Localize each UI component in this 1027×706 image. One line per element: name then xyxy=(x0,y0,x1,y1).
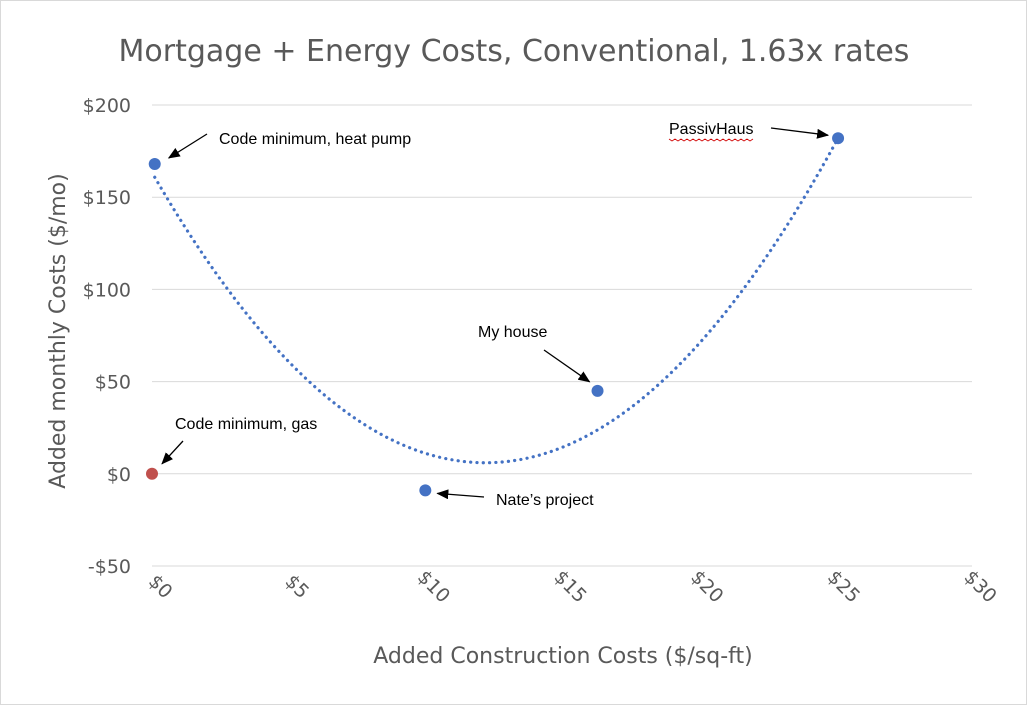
data-point xyxy=(591,384,604,397)
y-tick-label: $50 xyxy=(95,372,131,394)
x-tick-label: $0 xyxy=(144,570,177,603)
y-tick-label: $150 xyxy=(83,187,131,209)
annotation-label: Code minimum, heat pump xyxy=(219,131,411,148)
y-axis-ticks: $200 $150 $100 $50 $0 -$50 xyxy=(83,95,131,578)
chart-title: Mortgage + Energy Costs, Conventional, 1… xyxy=(119,34,910,69)
data-point xyxy=(148,158,161,171)
annotation-arrow xyxy=(770,127,830,139)
x-tick-label: $5 xyxy=(281,570,314,603)
y-tick-label: $200 xyxy=(83,95,131,117)
x-axis-ticks: $0 $5 $10 $15 $20 $25 $30 xyxy=(144,566,1001,607)
x-tick-label: $10 xyxy=(413,566,454,607)
x-axis-title: Added Construction Costs ($/sq-ft) xyxy=(373,644,752,669)
annotations: Code minimum, heat pump Code minimum, gas… xyxy=(161,121,830,509)
annotation-arrow xyxy=(167,133,208,159)
data-point xyxy=(832,132,845,145)
data-point xyxy=(419,484,432,497)
x-tick-label: $20 xyxy=(686,566,727,607)
annotation-label: Nate’s project xyxy=(496,492,594,509)
annotation-label: Code minimum, gas xyxy=(175,416,317,433)
trendline xyxy=(153,136,840,465)
x-tick-label: $25 xyxy=(823,566,864,607)
annotation-label: PassivHaus xyxy=(669,121,753,138)
data-point xyxy=(146,467,158,480)
y-tick-label: $100 xyxy=(83,279,131,301)
data-points xyxy=(146,132,845,497)
y-tick-label: $0 xyxy=(107,464,131,486)
y-tick-label: -$50 xyxy=(88,556,131,578)
y-axis-title: Added monthly Costs ($/mo) xyxy=(46,173,71,488)
grid-lines xyxy=(152,104,972,567)
spellcheck-squiggle xyxy=(668,138,754,142)
x-tick-label: $15 xyxy=(550,566,591,607)
x-tick-label: $30 xyxy=(960,566,1001,607)
annotation-arrow xyxy=(161,440,184,465)
annotation-arrow xyxy=(436,489,485,500)
annotation-label: My house xyxy=(478,324,547,341)
annotation-arrow xyxy=(543,349,591,383)
